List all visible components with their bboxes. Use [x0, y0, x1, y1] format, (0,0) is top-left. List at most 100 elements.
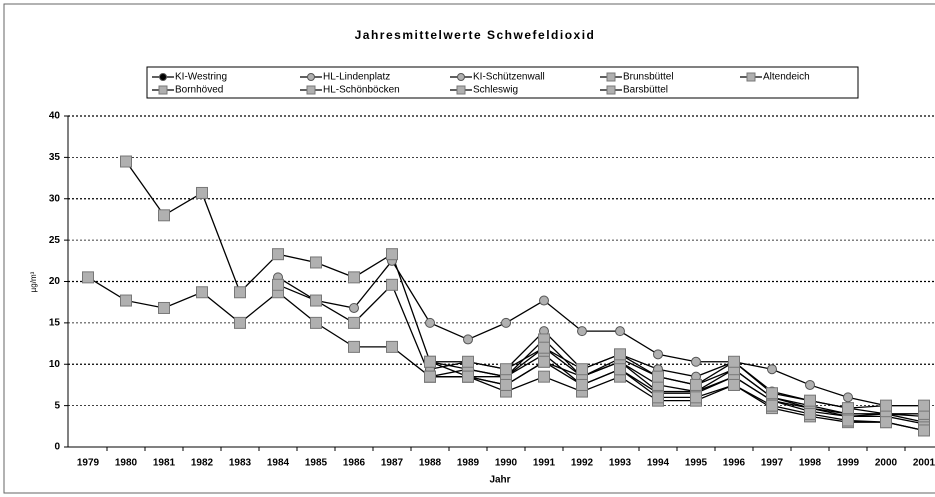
x-tick-label: 1995 — [685, 458, 708, 469]
point — [577, 326, 587, 337]
legend-label: Schleswig — [473, 85, 518, 96]
point — [880, 399, 892, 412]
point — [918, 399, 930, 412]
y-tick-label: 25 — [49, 235, 61, 246]
series-line — [87, 276, 925, 432]
point — [805, 379, 815, 390]
point — [424, 370, 436, 383]
legend-label: Brunsbüttel — [623, 72, 674, 83]
point — [538, 341, 550, 354]
legend-marker — [306, 85, 316, 95]
legend-label: HL-Schönböcken — [323, 85, 400, 96]
point — [234, 316, 246, 329]
x-tick-label: 1983 — [229, 458, 252, 469]
x-tick-label: 1999 — [837, 458, 860, 469]
point — [348, 340, 360, 353]
series-line — [277, 259, 924, 407]
point — [690, 378, 702, 391]
point — [82, 271, 94, 284]
legend-marker — [456, 85, 466, 95]
x-tick-label: 1994 — [647, 458, 670, 469]
point — [425, 317, 435, 328]
point — [158, 209, 170, 222]
point — [880, 416, 892, 429]
point — [691, 356, 701, 367]
point — [348, 316, 360, 329]
point — [310, 256, 322, 269]
point — [463, 334, 473, 345]
x-tick-label: 1992 — [571, 458, 594, 469]
y-tick-label: 5 — [54, 400, 60, 411]
point — [614, 348, 626, 361]
point — [272, 278, 284, 291]
point — [500, 378, 512, 391]
point — [652, 370, 664, 383]
point — [842, 402, 854, 415]
point — [614, 363, 626, 376]
point — [538, 355, 550, 368]
point — [196, 286, 208, 299]
point — [538, 370, 550, 383]
point — [766, 387, 778, 400]
point — [234, 286, 246, 299]
point — [462, 370, 474, 383]
point — [386, 248, 398, 261]
point — [728, 378, 740, 391]
x-tick-label: 1980 — [115, 458, 138, 469]
legend-box — [146, 66, 859, 99]
point — [386, 278, 398, 291]
point — [120, 155, 132, 168]
legend-label: KI-Westring — [175, 72, 227, 83]
series-line — [430, 338, 924, 415]
x-tick-label: 2000 — [875, 458, 898, 469]
legend-marker — [606, 85, 616, 95]
x-tick-label: 1990 — [495, 458, 518, 469]
x-tick-label: 1982 — [191, 458, 214, 469]
point — [576, 378, 588, 391]
x-tick-label: 1988 — [419, 458, 442, 469]
x-axis-label: Jahr — [489, 475, 510, 486]
point — [120, 294, 132, 307]
legend-marker — [746, 72, 756, 82]
frame — [3, 3, 935, 494]
series-line — [430, 361, 925, 432]
legend-marker — [159, 73, 167, 81]
y-axis-label: µg/m³ — [29, 271, 38, 292]
point — [424, 355, 436, 368]
x-tick-label: 1979 — [77, 458, 100, 469]
x-tick-label: 1985 — [305, 458, 328, 469]
x-tick-label: 1987 — [381, 458, 404, 469]
x-tick-label: 1991 — [533, 458, 556, 469]
point — [349, 302, 359, 313]
point — [690, 391, 702, 404]
legend-label: HL-Lindenplatz — [323, 72, 390, 83]
legend-marker — [158, 85, 168, 95]
point — [728, 355, 740, 368]
point — [501, 317, 511, 328]
legend-marker — [457, 73, 465, 81]
y-tick-label: 40 — [49, 111, 61, 122]
point — [539, 295, 549, 306]
point — [310, 294, 322, 307]
point — [158, 301, 170, 314]
point — [386, 340, 398, 353]
x-tick-label: 1989 — [457, 458, 480, 469]
point — [196, 186, 208, 199]
y-tick-label: 0 — [54, 442, 60, 453]
x-tick-label: 1981 — [153, 458, 176, 469]
legend-label: Barsbüttel — [623, 85, 668, 96]
point — [652, 391, 664, 404]
point — [766, 399, 778, 412]
point — [843, 392, 853, 403]
legend-label: Altendeich — [763, 72, 810, 83]
legend-marker — [606, 72, 616, 82]
series-line — [430, 346, 924, 409]
point — [804, 407, 816, 420]
point — [576, 363, 588, 376]
x-tick-label: 1997 — [761, 458, 784, 469]
point — [615, 326, 625, 337]
y-tick-label: 20 — [49, 276, 61, 287]
x-tick-label: 1986 — [343, 458, 366, 469]
point — [500, 363, 512, 376]
